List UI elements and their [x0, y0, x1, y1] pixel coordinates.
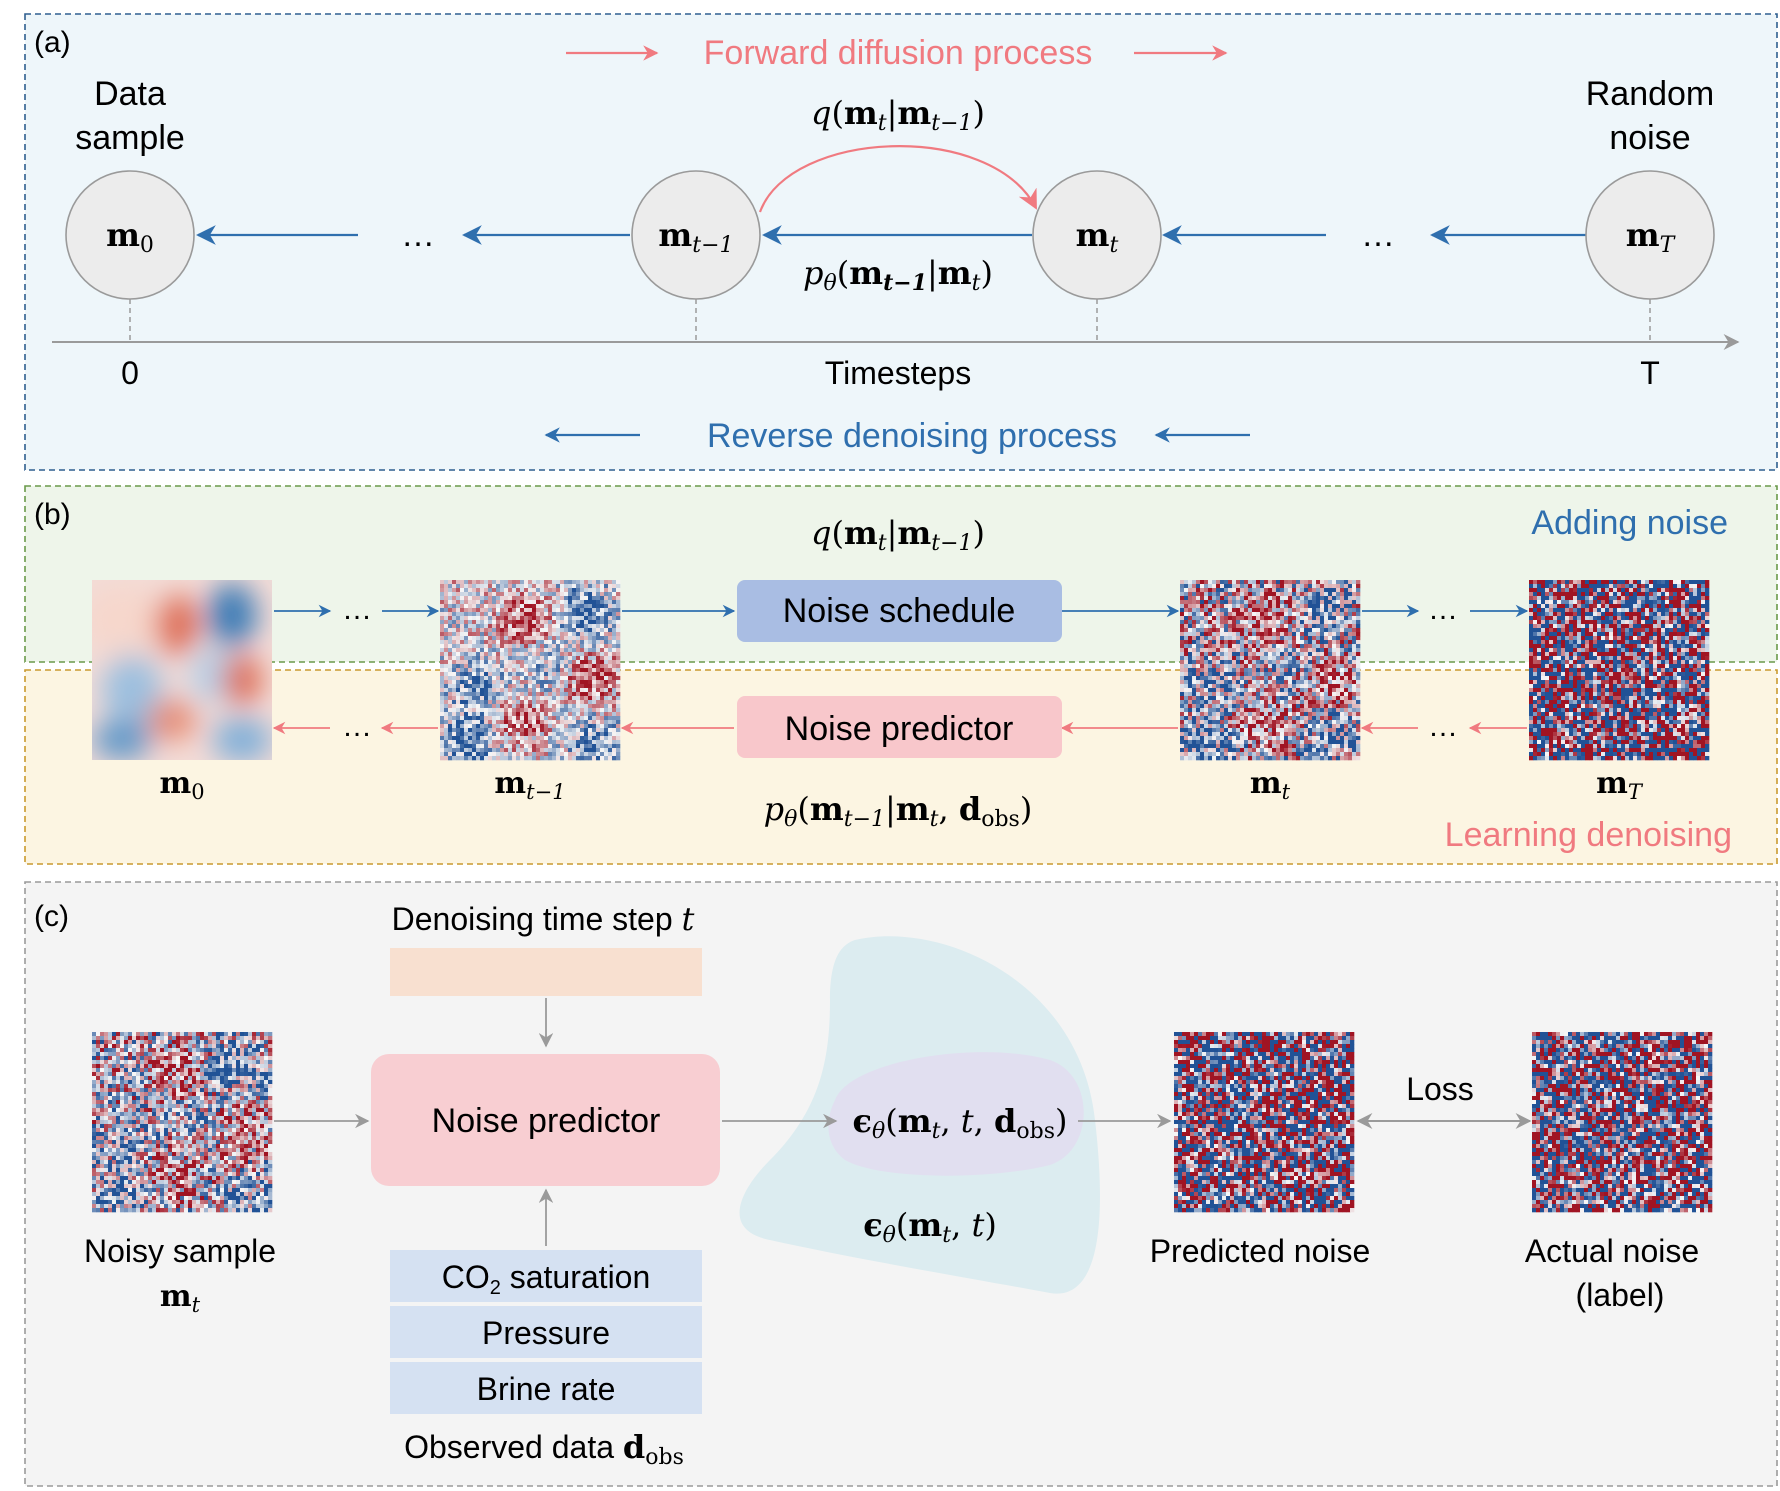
panel-a-forward-formula: q(mt|mt−1) — [811, 94, 985, 136]
image-m-t — [1180, 580, 1361, 761]
axis-label: Timesteps — [825, 355, 971, 391]
panel-b-ellipsis-3: … — [1428, 710, 1458, 743]
node-m-t-minus-1: mt−1 — [631, 170, 761, 300]
image-noisy-sample — [92, 1032, 273, 1213]
observed-brine-box: Brine rate — [390, 1362, 702, 1414]
panel-a-label: (a) — [34, 26, 71, 59]
image-label-m-t-minus-1: mt−1 — [494, 766, 565, 804]
epsilon-conditional-region — [828, 1052, 1084, 1176]
panel-a-ellipsis-left: … — [401, 216, 435, 254]
noise-predictor-label-b: Noise predictor — [785, 710, 1014, 748]
image-label-m-T: mT — [1596, 766, 1644, 804]
forward-process-title: Forward diffusion process — [704, 34, 1093, 72]
observed-co2-box: CO2 saturation — [390, 1250, 702, 1302]
actual-noise-label-line2: (label) — [1576, 1277, 1665, 1313]
image-actual-noise — [1532, 1032, 1713, 1213]
observed-co2-label: CO2 saturation — [442, 1259, 651, 1299]
svg-text:m0: m0 — [106, 216, 154, 258]
image-predicted-noise — [1174, 1032, 1355, 1213]
actual-noise-label-line1: Actual noise — [1525, 1233, 1699, 1269]
panel-a-ellipsis-right: … — [1361, 216, 1395, 254]
panel-b-ellipsis-4: … — [342, 710, 372, 743]
image-m-T — [1529, 580, 1710, 761]
panel-c: (c) Denoising time step t Noise predicto… — [24, 881, 1778, 1487]
svg-text:mT: mT — [1626, 216, 1677, 258]
timestep-box — [390, 948, 702, 996]
panel-a: (a) Forward diffusion process Data sampl… — [24, 13, 1778, 471]
epsilon-unconditional-formula: ϵθ(mt, t) — [863, 1206, 997, 1248]
panel-b-forward-formula: q(mt|mt−1) — [811, 514, 985, 556]
axis-start-label: 0 — [121, 355, 139, 391]
random-noise-label-line1: Random — [1586, 75, 1715, 113]
noisy-sample-label: Noisy sample — [84, 1233, 276, 1269]
observed-title: Observed data dobs — [404, 1428, 684, 1470]
observed-pressure-label: Pressure — [482, 1315, 610, 1351]
random-noise-label-line2: noise — [1609, 119, 1690, 157]
forward-curved-arrow — [758, 145, 1037, 213]
panel-b-reverse-formula: pθ(mt−1|mt, dobs) — [764, 790, 1033, 832]
loss-label: Loss — [1406, 1071, 1474, 1107]
data-sample-label-line2: sample — [75, 119, 185, 157]
svg-text:mt−1: mt−1 — [658, 216, 733, 258]
noise-predictor-box-c: Noise predictor — [371, 1054, 720, 1186]
image-label-m0: m0 — [159, 766, 204, 804]
noise-schedule-label: Noise schedule — [783, 592, 1015, 630]
adding-noise-label: Adding noise — [1531, 504, 1728, 542]
noise-predictor-label-c: Noise predictor — [432, 1102, 661, 1140]
noise-predictor-box-b: Noise predictor — [737, 696, 1062, 758]
observed-pressure-box: Pressure — [390, 1306, 702, 1358]
learning-denoising-label: Learning denoising — [1445, 816, 1732, 854]
predicted-noise-label: Predicted noise — [1150, 1233, 1371, 1269]
svg-text:mt: mt — [1076, 216, 1119, 258]
panel-a-reverse-formula: pθ(mt−1|mt) — [803, 254, 993, 296]
panel-b-ellipsis-2: … — [1428, 593, 1458, 626]
noise-schedule-box: Noise schedule — [737, 580, 1062, 642]
node-m-t: mt — [1032, 170, 1162, 300]
panel-b-ellipsis-1: … — [342, 593, 372, 626]
image-label-m-t: mt — [1250, 766, 1291, 804]
panel-c-label: (c) — [34, 900, 69, 933]
image-m0 — [92, 580, 272, 760]
data-sample-label-line1: Data — [94, 75, 166, 113]
image-m-t-minus-1 — [440, 580, 621, 761]
node-m0: m0 — [65, 170, 195, 300]
axis-end-label: T — [1640, 355, 1660, 391]
panel-b-label: (b) — [34, 498, 71, 531]
noisy-sample-symbol: mt — [160, 1279, 201, 1317]
node-m-T: mT — [1585, 170, 1715, 300]
panel-b: (b) Adding noise Learning denoising q(mt… — [24, 485, 1778, 865]
timestep-title: Denoising time step t — [392, 900, 695, 938]
observed-brine-label: Brine rate — [477, 1371, 616, 1407]
reverse-process-title: Reverse denoising process — [707, 417, 1117, 455]
